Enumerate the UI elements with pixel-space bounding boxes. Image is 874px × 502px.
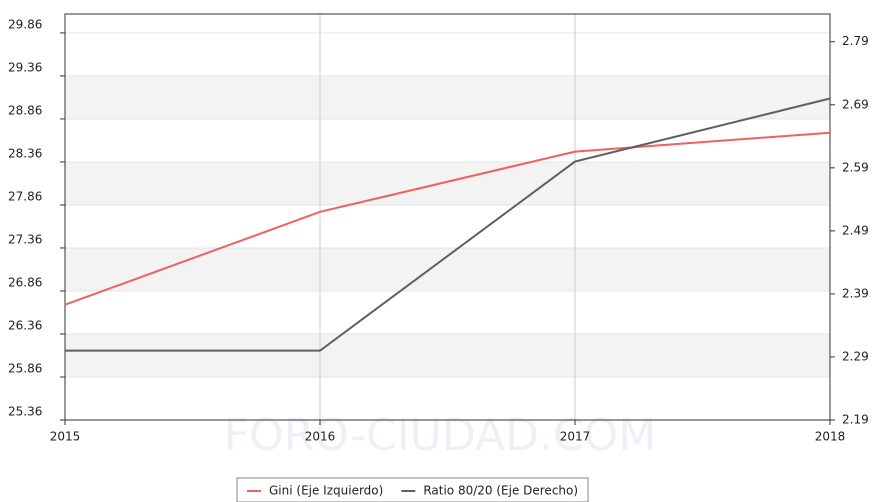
grid-band	[65, 161, 830, 205]
plot-frame	[64, 13, 831, 421]
grid-band	[65, 247, 830, 291]
y2-tick-label: 2.59	[842, 160, 869, 174]
y-tick-label: 27.86	[8, 189, 42, 203]
y2-tick-label: 2.49	[842, 223, 869, 237]
y-tick-label: 26.36	[8, 318, 42, 332]
grid-band	[65, 333, 830, 377]
y2-tick-label: 2.39	[842, 286, 869, 300]
legend-label: Gini (Eje Izquierdo)	[269, 484, 383, 498]
y-tick-label: 26.86	[8, 275, 42, 289]
y-tick-label: 28.36	[8, 146, 42, 160]
y-tick-label: 28.86	[8, 103, 42, 117]
y2-tick-label: 2.69	[842, 97, 869, 111]
legend-label: Ratio 80/20 (Eje Derecho)	[423, 484, 578, 498]
y2-tick-label: 2.19	[842, 413, 869, 427]
x-tick-label: 2017	[560, 430, 591, 444]
x-tick-label: 2015	[50, 430, 81, 444]
y-tick-label: 25.86	[8, 361, 42, 375]
watermark: FORO-CIUDAD.COM	[224, 410, 657, 461]
legend: Gini (Eje Izquierdo) Ratio 80/20 (Eje Der…	[236, 477, 589, 502]
y-tick-label: 29.36	[8, 60, 42, 74]
y-tick-label: 29.86	[8, 17, 42, 31]
y2-tick-label: 2.79	[842, 34, 869, 48]
y2-tick-label: 2.29	[842, 349, 869, 363]
grid-band	[65, 75, 830, 119]
x-tick-label: 2018	[815, 430, 846, 444]
y-tick-label: 27.36	[8, 232, 42, 246]
series-line	[65, 97, 831, 352]
y-tick-label: 25.36	[8, 405, 42, 419]
series-line	[64, 131, 831, 306]
x-tick-label: 2016	[305, 430, 336, 444]
